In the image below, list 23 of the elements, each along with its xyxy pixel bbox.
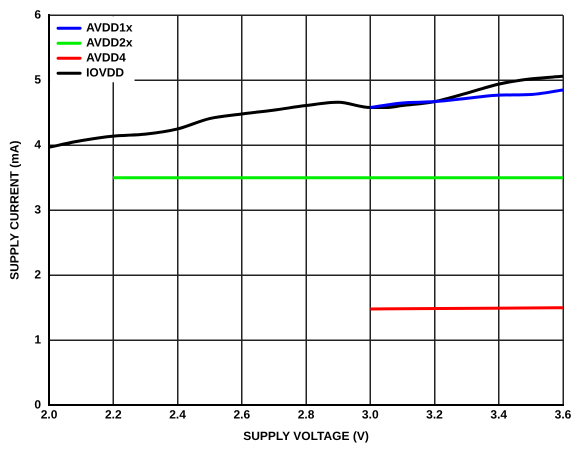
legend-label: AVDD4 [86, 50, 126, 65]
x-tick-label: 2.8 [298, 408, 315, 422]
y-tick-label: 1 [34, 332, 42, 347]
y-axis-title: SUPPLY CURRENT (mA) [8, 140, 22, 280]
y-tick-label: 0 [34, 398, 42, 412]
legend-label: AVDD2x [86, 36, 133, 50]
x-tick-label: 2.0 [40, 408, 58, 422]
x-tick-label: 3.0 [362, 408, 379, 422]
y-tick-label: 3 [34, 202, 42, 217]
x-tick-label: 3.4 [490, 408, 508, 422]
y-tick-label: 2 [34, 268, 42, 282]
x-tick-label: 3.2 [426, 408, 444, 422]
x-tick-label: 2.6 [233, 408, 250, 422]
x-tick-label: 2.4 [169, 408, 186, 422]
x-axis-title: SUPPLY VOLTAGE (V) [243, 429, 369, 444]
legend-label: AVDD1x [86, 20, 133, 35]
x-tick-label: 3.6 [554, 408, 572, 422]
legend-label: IOVDD [86, 66, 124, 80]
y-tick-label: 5 [34, 72, 42, 87]
line-series [368, 88, 563, 109]
x-tick-label: 2.2 [104, 408, 122, 422]
y-tick-label: 4 [34, 138, 42, 152]
y-tick-label: 6 [34, 8, 42, 22]
